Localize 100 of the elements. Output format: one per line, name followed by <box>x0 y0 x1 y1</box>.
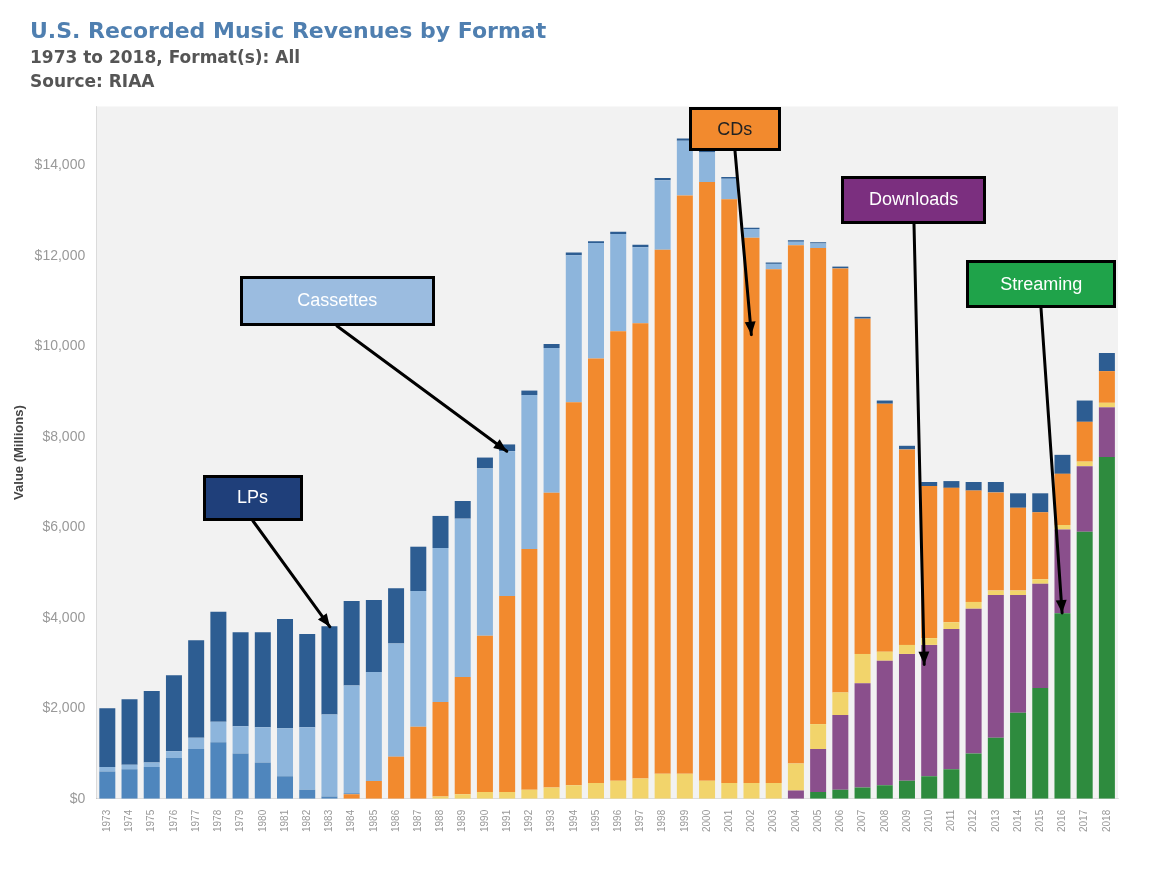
bar <box>1076 466 1093 532</box>
bar <box>121 699 138 765</box>
bar <box>254 762 271 799</box>
bar <box>721 782 738 799</box>
x-tick-label: 2017 <box>1078 809 1090 832</box>
bar <box>588 782 604 799</box>
bar <box>876 785 893 799</box>
bar <box>1010 595 1027 713</box>
bar <box>1076 531 1093 799</box>
y-tick-label: $6,000 <box>42 518 86 535</box>
bar <box>499 451 516 597</box>
bar <box>565 255 582 403</box>
x-tick-label: 2011 <box>945 809 957 832</box>
bar <box>943 487 960 623</box>
bar <box>943 629 960 770</box>
x-tick-label: 2007 <box>856 809 868 832</box>
x-tick-label: 1998 <box>656 809 668 832</box>
bar <box>721 199 738 783</box>
bar <box>388 643 405 757</box>
bar <box>632 323 649 779</box>
bar <box>699 181 716 781</box>
bar <box>232 632 249 727</box>
bar <box>1054 454 1071 474</box>
bar <box>876 660 893 786</box>
bar <box>943 481 960 488</box>
bar <box>543 787 560 799</box>
bar <box>565 785 582 799</box>
bar <box>365 672 382 782</box>
bar <box>921 481 938 487</box>
x-tick-label: 2008 <box>878 809 890 832</box>
bar <box>699 152 716 182</box>
bar <box>743 229 760 238</box>
x-tick-label: 2003 <box>767 809 779 832</box>
x-tick-label: 1987 <box>412 809 424 832</box>
bar <box>1010 507 1027 591</box>
bar <box>765 263 782 270</box>
bar <box>254 727 271 763</box>
x-tick-label: 1984 <box>345 809 357 832</box>
x-tick-label: 1990 <box>478 809 490 832</box>
bar <box>365 600 382 673</box>
bar <box>898 644 915 654</box>
bar <box>454 501 471 519</box>
x-tick-label: 1991 <box>500 809 512 832</box>
bar <box>1098 407 1115 458</box>
bar <box>1032 579 1049 584</box>
x-tick-label: 1985 <box>367 809 379 832</box>
x-tick-label: 2018 <box>1100 809 1112 832</box>
bar <box>1032 687 1049 799</box>
label-box: CDs <box>688 107 781 152</box>
bar <box>965 481 982 491</box>
bar <box>165 675 182 752</box>
bar <box>854 683 871 788</box>
bar <box>343 685 360 794</box>
y-tick-label: $4,000 <box>42 608 86 625</box>
y-tick-label: $8,000 <box>42 427 86 444</box>
bar <box>588 243 604 359</box>
bar <box>965 490 982 602</box>
bar <box>787 763 804 791</box>
bar <box>299 727 316 790</box>
bar <box>943 622 960 630</box>
bar <box>699 780 716 799</box>
bar <box>588 358 604 783</box>
bar <box>610 780 627 799</box>
bar <box>854 318 871 654</box>
x-tick-label: 1974 <box>123 809 135 832</box>
x-tick-label: 2005 <box>811 809 823 832</box>
bar <box>188 737 205 749</box>
chart-title: U.S. Recorded Music Revenues by Format <box>30 18 548 43</box>
bar <box>676 140 693 196</box>
label-box: Streaming <box>966 260 1117 309</box>
bar <box>521 548 538 790</box>
bar <box>388 588 405 644</box>
bar <box>454 677 471 795</box>
bar <box>1032 493 1049 513</box>
label-box: Cassettes <box>239 275 435 326</box>
bar <box>521 395 538 549</box>
bar <box>432 701 449 797</box>
x-tick-label: 2016 <box>1056 809 1068 832</box>
x-tick-label: 1997 <box>634 809 646 832</box>
x-tick-label: 1980 <box>256 809 268 832</box>
bar <box>388 756 405 799</box>
bar <box>543 348 560 493</box>
bar <box>1010 493 1027 508</box>
bar <box>898 449 915 645</box>
bar <box>610 331 627 781</box>
bar <box>476 457 493 469</box>
bar <box>854 653 871 684</box>
x-tick-label: 2006 <box>834 809 846 832</box>
bar <box>676 773 693 799</box>
bar <box>765 269 782 783</box>
bar <box>299 634 316 728</box>
bar <box>254 632 271 728</box>
bar <box>277 728 294 777</box>
x-tick-label: 1999 <box>678 809 690 832</box>
x-tick-label: 2012 <box>967 809 979 832</box>
bar <box>1098 457 1115 799</box>
bar <box>454 518 471 678</box>
bar <box>232 753 249 799</box>
bar <box>921 776 938 799</box>
bar <box>277 776 294 799</box>
